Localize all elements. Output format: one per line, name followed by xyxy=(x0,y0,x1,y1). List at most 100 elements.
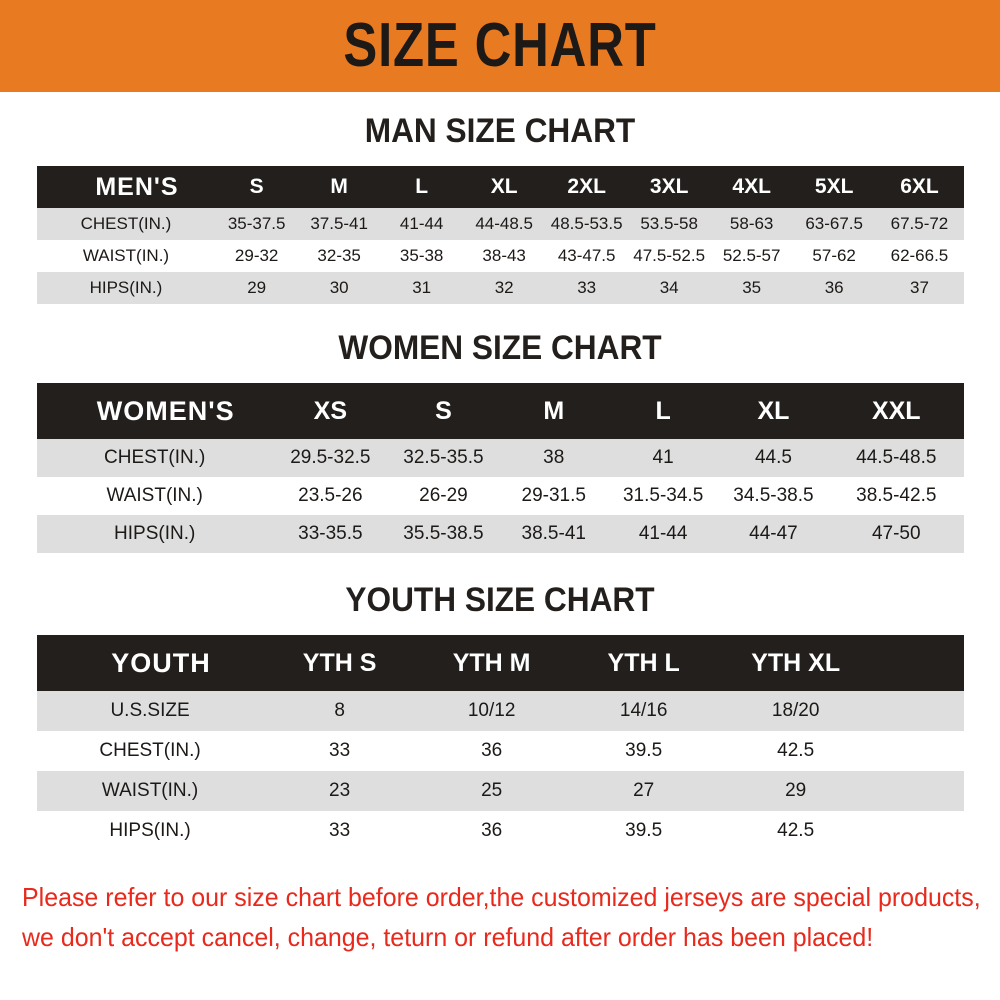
women-col-3: L xyxy=(608,383,718,439)
table-row: HIPS(IN.) 33-35.5 35.5-38.5 38.5-41 41-4… xyxy=(36,515,964,553)
table-row: CHEST(IN.) 29.5-32.5 32.5-35.5 38 41 44.… xyxy=(36,439,964,477)
man-table-body: MEN'S S M L XL 2XL 3XL 4XL 5XL 6XL CHEST… xyxy=(36,166,964,304)
man-cell-0-5: 53.5-58 xyxy=(627,208,711,240)
table-row: CHEST(IN.) 35-37.5 37.5-41 41-44 44-48.5… xyxy=(36,208,964,240)
women-col-2: M xyxy=(499,383,609,439)
disclaimer-line-1: Please refer to our size chart before or… xyxy=(22,882,981,912)
women-cell-2-3: 41-44 xyxy=(608,515,718,553)
man-cell-2-8: 37 xyxy=(875,272,964,304)
man-corner-label: MEN'S xyxy=(36,166,216,208)
women-col-1: S xyxy=(387,383,500,439)
youth-cell-1-spacer xyxy=(871,731,964,771)
man-col-2: L xyxy=(380,166,463,208)
man-row-2-label: HIPS(IN.) xyxy=(36,272,216,304)
youth-cell-0-2: 14/16 xyxy=(567,691,720,731)
man-col-5: 3XL xyxy=(627,166,711,208)
women-cell-1-4: 34.5-38.5 xyxy=(717,477,830,515)
table-row: WAIST(IN.) 29-32 32-35 35-38 38-43 43-47… xyxy=(36,240,964,272)
women-row-1-label: WAIST(IN.) xyxy=(36,477,273,515)
table-row: U.S.SIZE 8 10/12 14/16 18/20 xyxy=(36,691,964,731)
youth-size-table: YOUTH YTH S YTH M YTH L YTH XL U.S.SIZE … xyxy=(36,635,964,851)
youth-section-title: YOUTH SIZE CHART xyxy=(345,581,655,619)
youth-cell-0-0: 8 xyxy=(263,691,416,731)
youth-cell-3-spacer xyxy=(871,811,964,851)
women-cell-2-2: 38.5-41 xyxy=(499,515,609,553)
man-cell-0-0: 35-37.5 xyxy=(215,208,298,240)
man-cell-0-8: 67.5-72 xyxy=(875,208,964,240)
youth-cell-3-0: 33 xyxy=(263,811,416,851)
man-cell-1-0: 29-32 xyxy=(215,240,298,272)
order-disclaimer: Please refer to our size chart before or… xyxy=(22,877,981,957)
man-cell-1-8: 62-66.5 xyxy=(875,240,964,272)
youth-cell-2-0: 23 xyxy=(263,771,416,811)
youth-cell-1-1: 36 xyxy=(415,731,568,771)
youth-corner-label: YOUTH xyxy=(36,635,264,691)
table-row: HIPS(IN.) 29 30 31 32 33 34 35 36 37 xyxy=(36,272,964,304)
man-cell-2-0: 29 xyxy=(215,272,298,304)
man-cell-0-3: 44-48.5 xyxy=(462,208,546,240)
youth-cell-2-3: 29 xyxy=(719,771,872,811)
man-col-4: 2XL xyxy=(545,166,628,208)
man-cell-2-4: 33 xyxy=(545,272,628,304)
youth-cell-1-0: 33 xyxy=(263,731,416,771)
man-section-title: MAN SIZE CHART xyxy=(364,112,636,150)
youth-col-2: YTH L xyxy=(567,635,720,691)
youth-cell-2-2: 27 xyxy=(567,771,720,811)
women-table-body: WOMEN'S XS S M L XL XXL CHEST(IN.) 29.5-… xyxy=(36,383,964,553)
women-cell-1-2: 29-31.5 xyxy=(499,477,609,515)
women-cell-0-2: 38 xyxy=(499,439,609,477)
youth-cell-0-spacer xyxy=(871,691,964,731)
youth-cell-0-3: 18/20 xyxy=(719,691,872,731)
women-cell-0-0: 29.5-32.5 xyxy=(272,439,388,477)
women-cell-2-4: 44-47 xyxy=(717,515,830,553)
youth-row-1-label: CHEST(IN.) xyxy=(36,731,264,771)
women-cell-0-1: 32.5-35.5 xyxy=(387,439,500,477)
women-cell-0-4: 44.5 xyxy=(717,439,830,477)
man-cell-1-5: 47.5-52.5 xyxy=(627,240,711,272)
man-cell-0-6: 58-63 xyxy=(710,208,793,240)
disclaimer-line-2: we don't accept cancel, change, teturn o… xyxy=(22,922,874,952)
women-size-table: WOMEN'S XS S M L XL XXL CHEST(IN.) 29.5-… xyxy=(36,383,964,553)
youth-col-1: YTH M xyxy=(415,635,568,691)
man-cell-2-1: 30 xyxy=(297,272,381,304)
youth-col-3: YTH XL xyxy=(719,635,872,691)
man-cell-1-1: 32-35 xyxy=(297,240,381,272)
man-cell-2-6: 35 xyxy=(710,272,793,304)
women-cell-0-5: 44.5-48.5 xyxy=(829,439,964,477)
man-cell-1-7: 57-62 xyxy=(792,240,876,272)
man-cell-0-2: 41-44 xyxy=(380,208,463,240)
table-row: WAIST(IN.) 23 25 27 29 xyxy=(36,771,964,811)
youth-table-body: YOUTH YTH S YTH M YTH L YTH XL U.S.SIZE … xyxy=(36,635,964,851)
man-col-7: 5XL xyxy=(792,166,876,208)
man-size-table: MEN'S S M L XL 2XL 3XL 4XL 5XL 6XL CHEST… xyxy=(36,166,964,304)
youth-cell-2-1: 25 xyxy=(415,771,568,811)
women-col-0: XS xyxy=(272,383,388,439)
man-cell-0-4: 48.5-53.5 xyxy=(545,208,628,240)
youth-cell-1-3: 42.5 xyxy=(719,731,872,771)
women-cell-2-1: 35.5-38.5 xyxy=(387,515,500,553)
youth-col-spacer xyxy=(871,635,964,691)
women-cell-2-0: 33-35.5 xyxy=(272,515,388,553)
man-cell-2-7: 36 xyxy=(792,272,876,304)
youth-row-3-label: HIPS(IN.) xyxy=(36,811,264,851)
man-row-0-label: CHEST(IN.) xyxy=(36,208,216,240)
women-row-0-label: CHEST(IN.) xyxy=(36,439,273,477)
man-cell-1-2: 35-38 xyxy=(380,240,463,272)
women-cell-1-1: 26-29 xyxy=(387,477,500,515)
women-cell-1-0: 23.5-26 xyxy=(272,477,388,515)
women-cell-1-5: 38.5-42.5 xyxy=(829,477,964,515)
youth-cell-3-2: 39.5 xyxy=(567,811,720,851)
page-banner: SIZE CHART xyxy=(0,0,1000,92)
man-cell-1-6: 52.5-57 xyxy=(710,240,793,272)
man-cell-2-5: 34 xyxy=(627,272,711,304)
youth-col-0: YTH S xyxy=(263,635,416,691)
youth-cell-1-2: 39.5 xyxy=(567,731,720,771)
man-cell-0-7: 63-67.5 xyxy=(792,208,876,240)
women-corner-label: WOMEN'S xyxy=(36,383,273,439)
man-cell-1-4: 43-47.5 xyxy=(545,240,628,272)
youth-cell-3-3: 42.5 xyxy=(719,811,872,851)
man-col-3: XL xyxy=(462,166,546,208)
table-row: WAIST(IN.) 23.5-26 26-29 29-31.5 31.5-34… xyxy=(36,477,964,515)
table-row: CHEST(IN.) 33 36 39.5 42.5 xyxy=(36,731,964,771)
women-cell-1-3: 31.5-34.5 xyxy=(608,477,718,515)
